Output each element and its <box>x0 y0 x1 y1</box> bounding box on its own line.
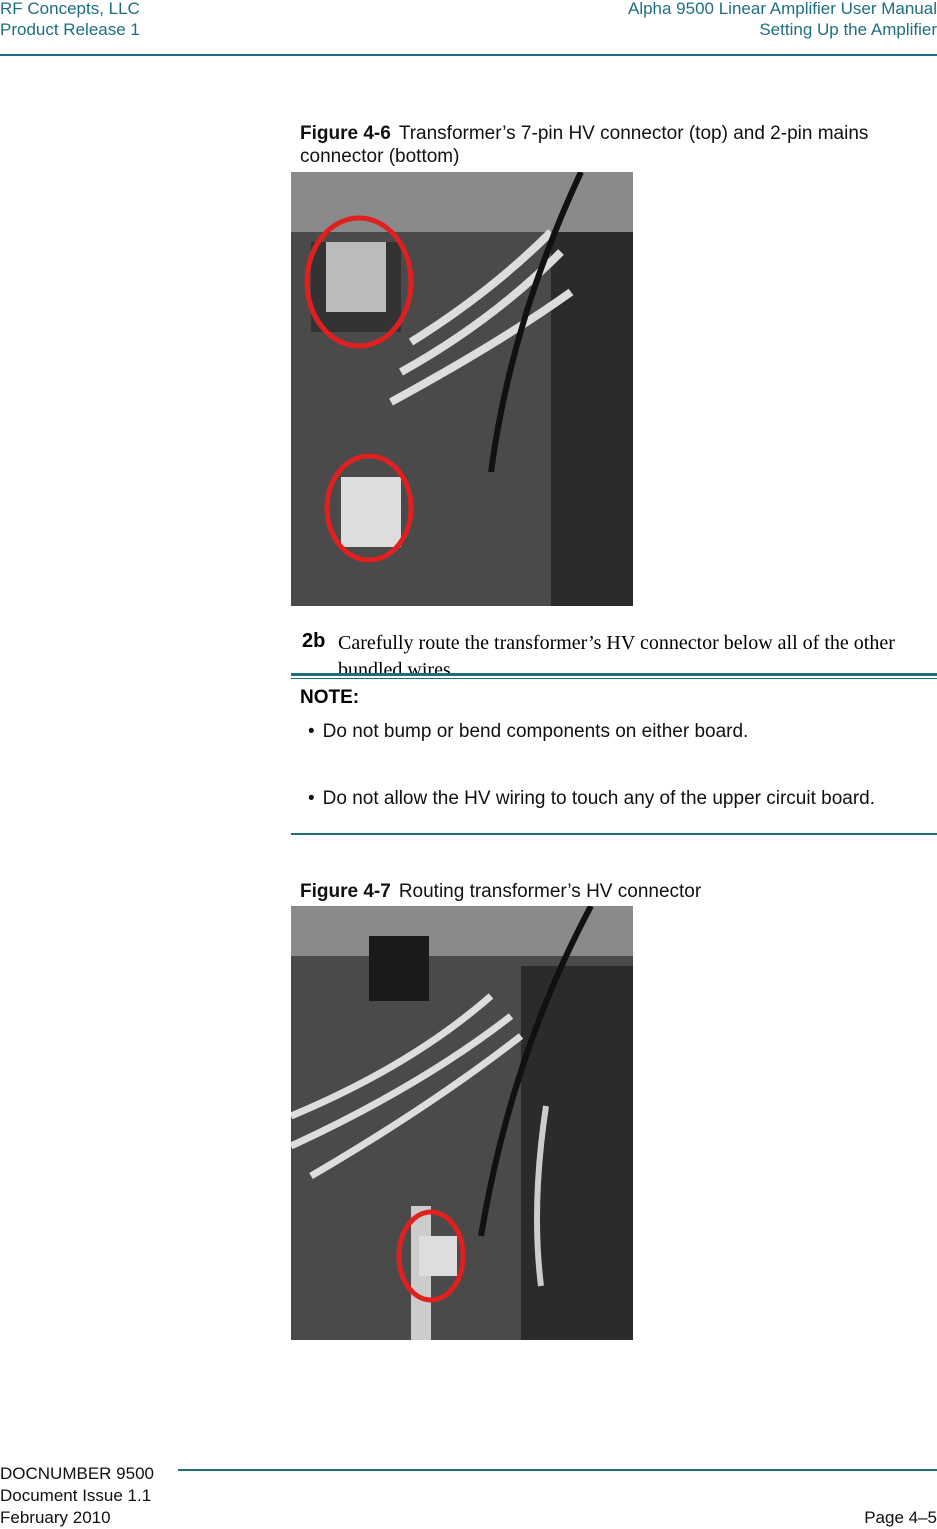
section-title: Setting Up the Amplifier <box>759 20 937 39</box>
header-rule <box>0 54 937 56</box>
note-rule <box>291 673 937 676</box>
header-left: RF Concepts, LLC Product Release 1 <box>0 0 140 40</box>
doc-number: DOCNUMBER 9500 <box>0 1464 154 1483</box>
company: RF Concepts, LLC <box>0 0 140 18</box>
step-number: 2b <box>302 630 326 652</box>
note-title: NOTE: <box>300 687 360 708</box>
note-text: Do not bump or bend components on either… <box>322 721 749 742</box>
doc-issue: Document Issue 1.1 <box>0 1486 152 1505</box>
footer-rule <box>178 1469 937 1471</box>
figure-caption: Figure 4-6 Transformer’s 7-pin HV connect… <box>300 122 936 168</box>
figure-caption: Figure 4-7 Routing transformer’s HV conne… <box>300 880 936 903</box>
figure-text: Transformer’s 7-pin HV connector (top) a… <box>300 123 869 167</box>
page-number: Page 4–5 <box>864 1508 937 1527</box>
note-item: • Do not allow the HV wiring to touch any… <box>308 788 876 809</box>
note-item: • Do not bump or bend components on eithe… <box>308 721 749 742</box>
footer-left: DOCNUMBER 9500 Document Issue 1.1 Februa… <box>0 1463 164 1529</box>
note-rule <box>291 678 937 679</box>
figure-label: Figure 4-7 <box>300 881 391 902</box>
photo <box>291 906 633 1340</box>
figure-text: Routing transformer’s HV connector <box>398 881 702 902</box>
note-text: Do not allow the HV wiring to touch any … <box>322 788 876 809</box>
release: Product Release 1 <box>0 20 140 39</box>
header-right: Alpha 9500 Linear Amplifier User Manual … <box>628 0 937 40</box>
manual-title: Alpha 9500 Linear Amplifier User Manual <box>627 0 937 18</box>
photo <box>291 172 633 606</box>
doc-date: February 2010 <box>0 1508 111 1527</box>
figure-label: Figure 4-6 <box>300 123 391 144</box>
note-rule <box>291 833 937 835</box>
